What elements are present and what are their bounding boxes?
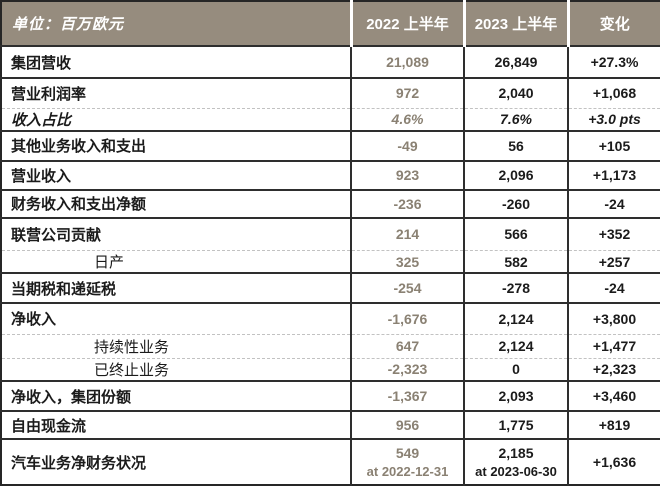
value-2023: 2,124 [463, 333, 568, 358]
value-2022: 4.6% [350, 107, 464, 131]
value-2022: 549 [395, 445, 420, 461]
value-2023: 0 [463, 357, 568, 381]
row-label: 已终止业务 [1, 357, 351, 381]
value-2023: 1,775 [463, 410, 568, 439]
row-label: 汽车业务净财务状况 [1, 438, 351, 485]
table-row-continuing-operations: 持续性业务 647 2,124 +1,477 [1, 333, 660, 358]
value-2022: -236 [350, 188, 464, 218]
value-change: +257 [567, 250, 660, 273]
row-label: 收入占比 [1, 107, 351, 131]
value-change: +2,323 [567, 357, 660, 381]
row-label: 集团营收 [1, 45, 351, 78]
header-row: 单位：百万欧元 2022 上半年 2023 上半年 变化 [1, 1, 660, 46]
value-2023: -278 [463, 272, 568, 303]
value-change: +352 [567, 216, 660, 251]
value-2023: 7.6% [463, 107, 568, 131]
value-change: +1,477 [567, 333, 660, 358]
value-change: +1,068 [567, 77, 660, 108]
value-change: -24 [567, 272, 660, 303]
table-row-nissan: 日产 325 582 +257 [1, 250, 660, 273]
value-2022-date-note: at 2022-12-31 [366, 464, 449, 479]
value-2022: 923 [350, 159, 464, 190]
value-2023: 2,096 [463, 159, 568, 190]
value-2022: -1,676 [350, 302, 464, 334]
table-row-operating-margin: 营业利润率 972 2,040 +1,068 [1, 77, 660, 108]
table-row-net-income-group-share: 净收入，集团份额 -1,367 2,093 +3,460 [1, 380, 660, 411]
value-2023: -260 [463, 188, 568, 218]
value-2023-with-date: 2,185 at 2023-06-30 [463, 438, 568, 485]
table-row-operating-income: 营业收入 923 2,096 +1,173 [1, 159, 660, 190]
value-2023: 26,849 [463, 45, 568, 78]
value-change: +27.3% [567, 45, 660, 78]
value-change: +105 [567, 129, 660, 161]
value-2022: 21,089 [350, 45, 464, 78]
column-header-2023: 2023 上半年 [462, 1, 568, 46]
value-2022: -2,323 [350, 357, 464, 381]
row-label: 联营公司贡献 [1, 216, 351, 251]
table-row-pct-of-revenue: 收入占比 4.6% 7.6% +3.0 pts [1, 107, 660, 131]
unit-label: 单位：百万欧元 [1, 1, 351, 46]
row-label: 日产 [1, 250, 351, 273]
row-label: 净收入 [1, 302, 351, 334]
value-change: +819 [567, 410, 660, 439]
value-2023-date-note: at 2023-06-30 [475, 464, 557, 479]
value-2022: 325 [350, 250, 464, 273]
value-change: +3.0 pts [567, 107, 660, 131]
table-row-free-cash-flow: 自由现金流 956 1,775 +819 [1, 410, 660, 439]
table-row-net-financial-income: 财务收入和支出净额 -236 -260 -24 [1, 188, 660, 218]
value-2022: -49 [350, 129, 464, 161]
row-label: 持续性业务 [1, 333, 351, 358]
value-change: -24 [567, 188, 660, 218]
value-2022: 956 [350, 410, 464, 439]
table-header: 单位：百万欧元 2022 上半年 2023 上半年 变化 [1, 1, 660, 46]
value-2023: 566 [463, 216, 568, 251]
value-2022: 647 [350, 333, 464, 358]
column-header-2022: 2022 上半年 [349, 1, 464, 46]
value-change: +3,800 [567, 302, 660, 334]
table-row-automotive-net-financial-position: 汽车业务净财务状况 549 at 2022-12-31 2,185 at 202… [1, 438, 660, 485]
row-label: 自由现金流 [1, 410, 351, 439]
row-label: 其他业务收入和支出 [1, 129, 351, 161]
table-row-associates-contribution: 联营公司贡献 214 566 +352 [1, 216, 660, 251]
table-row-current-deferred-taxes: 当期税和递延税 -254 -278 -24 [1, 272, 660, 303]
value-2022: -254 [350, 272, 464, 303]
table-row-group-revenue: 集团营收 21,089 26,849 +27.3% [1, 45, 660, 78]
row-label: 财务收入和支出净额 [1, 188, 351, 218]
table-row-discontinued-operations: 已终止业务 -2,323 0 +2,323 [1, 357, 660, 381]
value-change: +3,460 [567, 380, 660, 411]
table-row-other-income-expenses: 其他业务收入和支出 -49 56 +105 [1, 129, 660, 161]
value-2022-with-date: 549 at 2022-12-31 [350, 438, 464, 485]
row-label: 当期税和递延税 [1, 272, 351, 303]
value-change: +1,636 [567, 438, 660, 485]
value-2023: 2,040 [463, 77, 568, 108]
column-header-change: 变化 [566, 1, 660, 46]
value-2023: 2,093 [463, 380, 568, 411]
value-2023: 582 [463, 250, 568, 273]
value-2022: 972 [350, 77, 464, 108]
value-change: +1,173 [567, 159, 660, 190]
value-2023: 2,124 [463, 302, 568, 334]
value-2023: 56 [463, 129, 568, 161]
table-row-net-income: 净收入 -1,676 2,124 +3,800 [1, 302, 660, 334]
value-2023: 2,185 [498, 445, 534, 461]
value-2022: -1,367 [350, 380, 464, 411]
row-label: 营业利润率 [1, 77, 351, 108]
row-label: 营业收入 [1, 159, 351, 190]
row-label: 净收入，集团份额 [1, 380, 351, 411]
value-2022: 214 [350, 216, 464, 251]
